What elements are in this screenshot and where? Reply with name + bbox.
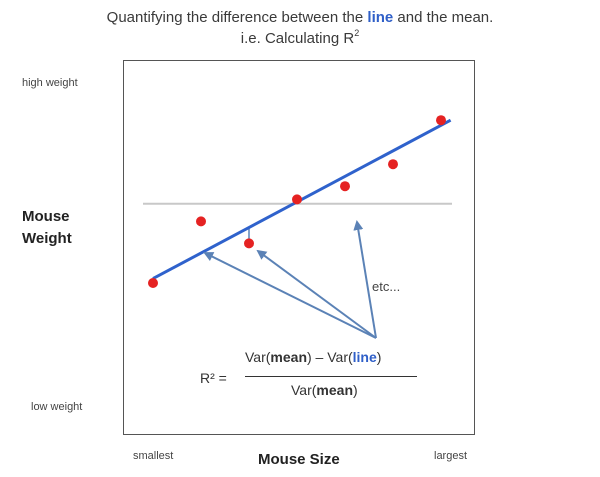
title-subtext: i.e. Calculating R: [240, 30, 355, 47]
y-axis-title: Mouse Weight: [22, 206, 72, 250]
y-axis-title-line1: Mouse: [22, 208, 70, 225]
pointer-arrow-3: [353, 220, 377, 339]
x-small-label: smallest: [133, 450, 174, 462]
point-layer: [148, 115, 446, 288]
y-high-label: high weight: [22, 77, 78, 89]
num-part-c: ) – Var(: [307, 349, 353, 365]
title-line-1: Quantifying the difference between the l…: [0, 9, 600, 26]
data-point-6: [388, 159, 398, 170]
title-text-a: Quantifying the difference between the: [106, 9, 368, 26]
formula-denominator: Var(mean): [291, 382, 358, 398]
title-line-word: line: [367, 9, 394, 26]
r-squared-label: R² =: [200, 370, 227, 386]
formula-numerator: Var(mean) – Var(line): [245, 349, 381, 365]
den-part-c: ): [353, 382, 358, 398]
data-point-7: [436, 115, 446, 126]
pointer-arrow-2: [256, 249, 377, 339]
den-part-mean: mean: [316, 382, 353, 398]
num-part-line: line: [352, 349, 377, 365]
den-part-a: Var(: [291, 382, 317, 398]
etc-annotation: etc...: [372, 279, 401, 294]
num-part-mean: mean: [270, 349, 307, 365]
data-point-4: [292, 194, 302, 205]
title-text-b: and the mean.: [393, 9, 494, 26]
data-point-3: [244, 238, 254, 249]
y-axis-title-line2: Weight: [22, 230, 72, 247]
num-part-a: Var(: [245, 349, 271, 365]
arrow-layer: [203, 220, 377, 339]
title-superscript: 2: [354, 28, 360, 38]
data-point-1: [148, 278, 158, 288]
pointer-arrow-1: [203, 252, 377, 339]
y-low-label: low weight: [31, 401, 83, 413]
x-axis-title: Mouse Size: [258, 451, 340, 468]
plot-frame: [123, 60, 475, 435]
data-point-5: [340, 181, 350, 192]
fraction-bar: [245, 376, 417, 377]
title-line-2: i.e. Calculating R2: [0, 28, 600, 47]
data-point-2: [196, 216, 206, 227]
num-part-e: ): [376, 349, 382, 365]
x-large-label: largest: [434, 450, 468, 462]
